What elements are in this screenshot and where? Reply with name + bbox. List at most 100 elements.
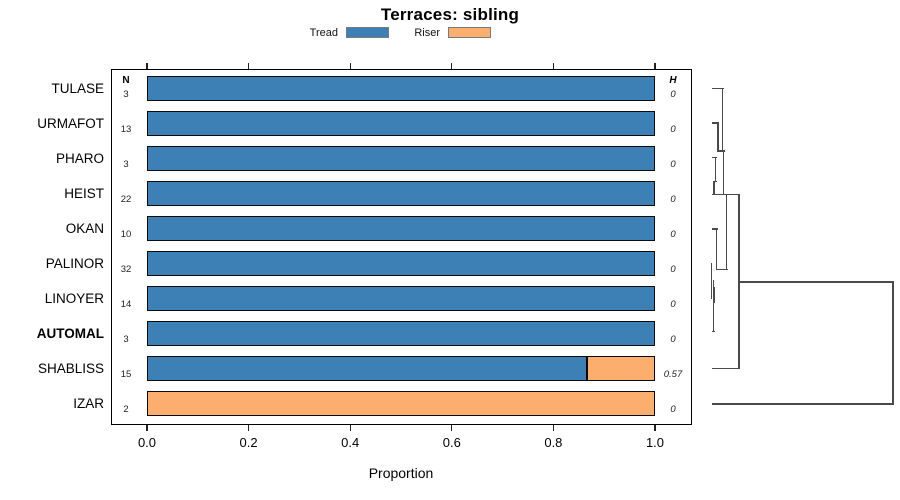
- bar-segment-tread: [147, 321, 655, 346]
- x-tick-top: [654, 62, 656, 69]
- x-tick-label: 0.0: [137, 435, 157, 450]
- n-value: 3: [123, 89, 129, 100]
- dendrogram-v-line: [714, 156, 717, 183]
- x-tick-top: [552, 62, 555, 69]
- x-tick-label: 0.4: [341, 435, 360, 450]
- bar-row: [147, 251, 655, 276]
- x-tick-label: 0.2: [239, 435, 258, 450]
- dendrogram-h-line: [712, 228, 718, 230]
- dendrogram-v-line: [715, 228, 718, 271]
- bar-row: [147, 391, 655, 416]
- h-value: 0: [670, 404, 676, 415]
- x-tick: [654, 425, 656, 431]
- bar-segment-tread: [147, 111, 655, 136]
- bar-segment-tread: [147, 251, 655, 276]
- x-tick-top: [247, 62, 250, 69]
- n-value: 3: [123, 159, 129, 170]
- dendrogram-v-line: [713, 287, 716, 303]
- dendrogram-v-line: [725, 193, 728, 271]
- bar-row: [147, 286, 655, 311]
- h-value: 0: [670, 124, 676, 135]
- legend-label-tread: Tread: [309, 27, 338, 39]
- x-tick-top: [146, 62, 148, 69]
- dendrogram-v-line: [892, 281, 894, 405]
- n-value: 13: [120, 124, 132, 135]
- x-tick-label: 1.0: [645, 435, 665, 450]
- bar-row: [147, 321, 655, 346]
- dendrogram-v-line: [712, 280, 714, 333]
- dendrogram-h-line: [718, 150, 725, 152]
- dendrogram-h-line: [716, 268, 728, 271]
- dendrogram-v-line: [717, 122, 719, 152]
- bar-row: [147, 76, 655, 101]
- dendrogram-h-line: [712, 367, 741, 370]
- bar-row: [147, 216, 655, 241]
- row-label-okan: OKAN: [65, 220, 104, 236]
- dendrogram-h-line: [712, 330, 715, 333]
- row-label-automal: AUTOMAL: [36, 325, 104, 341]
- row-label-urmafot: URMAFOT: [37, 115, 104, 131]
- x-tick-label: 0.6: [442, 435, 461, 450]
- bar-segment-riser: [147, 391, 655, 416]
- bar-segment-tread: [147, 76, 655, 101]
- bar-row: [147, 181, 655, 206]
- x-tick-top: [349, 62, 351, 69]
- bar-segment-riser: [587, 356, 655, 381]
- h-value: 0: [670, 299, 676, 310]
- h-value: 0: [670, 264, 676, 275]
- dendrogram-h-line: [712, 403, 895, 405]
- dendrogram-h-line: [712, 156, 717, 159]
- n-value: 3: [123, 334, 129, 345]
- h-value: 0: [670, 89, 676, 100]
- dendrogram-v-line: [738, 193, 740, 370]
- row-label-heist: HEIST: [64, 185, 104, 201]
- legend-swatch-riser: [448, 27, 491, 38]
- bar-row: [147, 146, 655, 171]
- dendrogram-h-line: [714, 180, 717, 183]
- dendrogram-v-line: [711, 262, 713, 300]
- dendrogram-h-line: [712, 122, 720, 124]
- h-value: 0: [670, 334, 676, 345]
- x-tick: [247, 425, 250, 431]
- dendrogram-h-line: [712, 87, 724, 90]
- x-tick-top: [451, 62, 453, 69]
- bar-segment-tread: [147, 286, 655, 311]
- bar-segment-tread: [147, 181, 655, 206]
- h-value: 0: [670, 194, 676, 205]
- x-tick-label: 0.8: [544, 435, 563, 450]
- x-tick: [349, 425, 351, 431]
- n-column-header: N: [122, 75, 130, 86]
- bar-segment-tread: [147, 356, 588, 381]
- x-tick: [552, 425, 555, 431]
- h-value: 0.57: [663, 369, 683, 380]
- row-label-pharo: PHARO: [55, 150, 104, 166]
- row-label-tulase: TULASE: [51, 80, 104, 96]
- row-label-linoyer: LINOYER: [44, 290, 104, 306]
- row-label-palinor: PALINOR: [45, 255, 104, 271]
- h-value: 0: [670, 159, 676, 170]
- x-axis-title: Proportion: [368, 465, 434, 481]
- n-value: 10: [120, 229, 132, 240]
- n-value: 14: [120, 299, 132, 310]
- row-label-izar: IZAR: [73, 395, 104, 411]
- row-label-shabliss: SHABLISS: [37, 360, 104, 376]
- n-value: 22: [120, 194, 132, 205]
- n-value: 32: [120, 264, 132, 275]
- bar-segment-tread: [147, 216, 655, 241]
- bar-row: [147, 356, 655, 381]
- h-column-header: H: [669, 75, 677, 86]
- h-value: 0: [670, 229, 676, 240]
- dendrogram-v-line: [713, 180, 715, 196]
- plot-box: [111, 68, 692, 425]
- x-tick: [146, 425, 148, 431]
- chart-title: Terraces: sibling: [380, 5, 520, 24]
- x-tick: [451, 425, 453, 431]
- n-value: 15: [120, 369, 132, 380]
- legend-label-riser: Riser: [414, 27, 440, 39]
- dendrogram-h-line: [739, 281, 895, 283]
- bar-segment-tread: [147, 146, 655, 171]
- dendrogram-v-line: [722, 150, 725, 196]
- legend-swatch-tread: [346, 27, 389, 38]
- dendrogram-v-line: [721, 87, 724, 152]
